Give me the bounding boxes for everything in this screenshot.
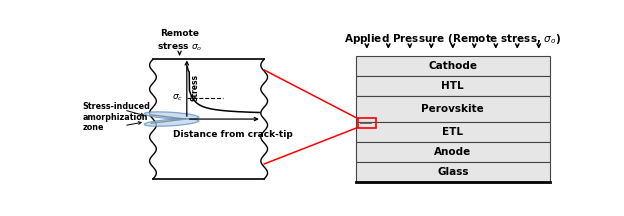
Text: Anode: Anode <box>434 147 471 157</box>
Bar <box>356 76 550 96</box>
Text: Distance from crack-tip: Distance from crack-tip <box>173 130 293 139</box>
Bar <box>356 142 550 162</box>
Ellipse shape <box>144 119 199 126</box>
Text: Stress-induced
amorphization
zone: Stress-induced amorphization zone <box>83 103 151 132</box>
Bar <box>356 56 550 76</box>
Bar <box>356 96 550 122</box>
Bar <box>356 162 550 182</box>
Text: HTL: HTL <box>441 81 464 91</box>
Text: Stress: Stress <box>190 74 199 101</box>
Text: Glass: Glass <box>437 167 469 177</box>
Ellipse shape <box>144 112 199 119</box>
Text: Applied Pressure (Remote stress, $\sigma_o$): Applied Pressure (Remote stress, $\sigma… <box>344 32 562 46</box>
Bar <box>356 122 550 142</box>
Text: Cathode: Cathode <box>428 61 477 71</box>
Text: ETL: ETL <box>442 127 463 137</box>
Text: Perovskite: Perovskite <box>421 104 484 114</box>
Text: Remote
stress $\sigma_o$: Remote stress $\sigma_o$ <box>157 29 202 52</box>
Bar <box>358 118 376 128</box>
Text: $\sigma_c$: $\sigma_c$ <box>172 93 183 103</box>
